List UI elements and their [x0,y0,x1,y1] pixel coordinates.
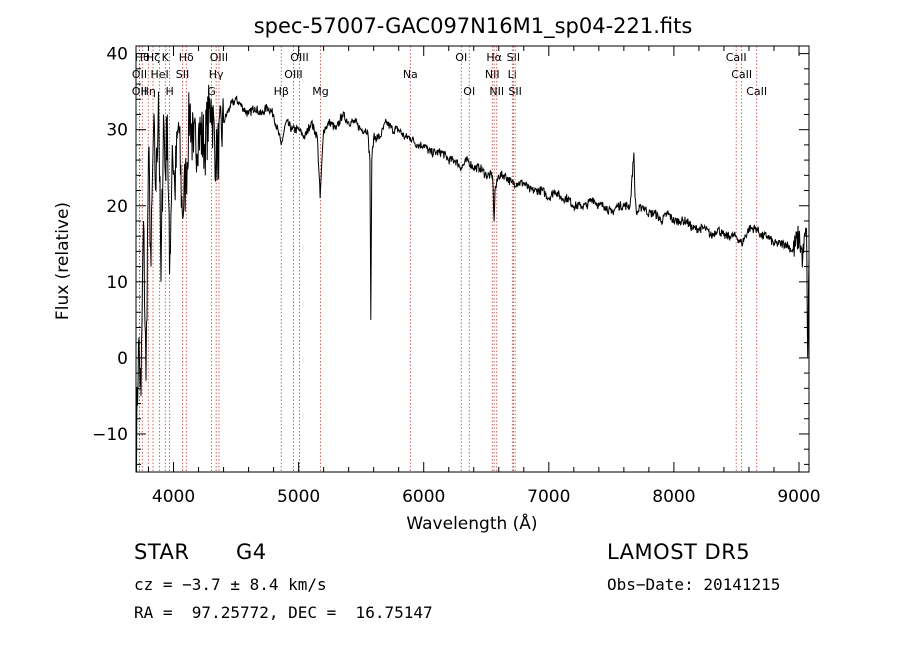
spectral-line-label: CaII [731,68,752,81]
spectral-line-label: OII [132,85,147,98]
spectral-line-label: Na [403,68,418,81]
x-tick-label: 4000 [152,487,195,507]
spectral-line-label: CaII [726,51,747,64]
spectral-line-label: Mg [312,85,328,98]
spectral-line-label: OI [455,51,467,64]
object-subclass: G4 [236,540,267,564]
y-axis-ticks: −10 0 10 20 30 40 [92,45,809,465]
spectral-line-label: Hζ [146,51,160,64]
spectral-line-label: CaII [746,85,767,98]
spectral-line-label: Hβ [274,85,289,98]
x-axis-ticks: 4000 5000 6000 7000 8000 9000 [148,46,821,507]
spectral-line-label: H [166,85,174,98]
spectral-line-label: Hα [486,51,502,64]
y-axis-title: Flux (relative) [53,202,73,320]
spectral-line-label: K [162,51,170,64]
spectral-line-label: NII [485,68,500,81]
x-tick-label: 5000 [277,487,320,507]
y-tick-label: 20 [106,197,128,217]
spectral-line-label: OIII [284,68,302,81]
spectral-line-label: Li [508,68,517,81]
x-axis-title: Wavelength (Å) [406,512,537,534]
spectral-line-label: Hδ [179,51,194,64]
plot-frame [135,45,810,473]
spectral-line-label: OI [463,85,475,98]
spectral-line-label: SII [176,68,189,81]
object-class: STAR [134,540,190,564]
y-tick-label: 40 [106,45,128,65]
y-tick-label: 10 [106,273,128,293]
chart-title: spec-57007-GAC097N16M1_sp04-221.fits [254,14,693,39]
y-tick-label: 30 [106,121,128,141]
obs-date: Obs−Date: 20141215 [607,575,781,594]
spectral-line-label: Hθ [135,51,150,64]
x-tick-label: 7000 [527,487,570,507]
spectral-line-label: OIII [210,51,228,64]
spectral-line-label: SII [508,85,521,98]
y-tick-label: −10 [92,425,128,445]
spectrum-series-line [135,84,810,473]
x-tick-label: 9000 [777,487,820,507]
y-tick-label: 0 [117,349,128,369]
cz-value: cz = −3.7 ± 8.4 km/s [134,575,327,594]
ra-dec: RA = 97.25772, DEC = 16.75147 [134,603,433,622]
spectral-line-label: NII [489,85,504,98]
spectral-line-label: Hη [141,85,156,98]
spectral-line-label: SII [507,51,520,64]
x-tick-label: 8000 [652,487,695,507]
spectral-line-markers: HθHηHζOIIOIIHeIKHSIIHδGHγOIIIHβOIIIOIIIM… [132,46,767,472]
survey-name: LAMOST DR5 [607,540,751,564]
spectral-line-label: HeI [150,68,168,81]
spectral-line-label: Hγ [209,68,224,81]
spectral-line-label: OIII [290,51,308,64]
x-tick-label: 6000 [402,487,445,507]
spectral-line-label: G [207,85,216,98]
